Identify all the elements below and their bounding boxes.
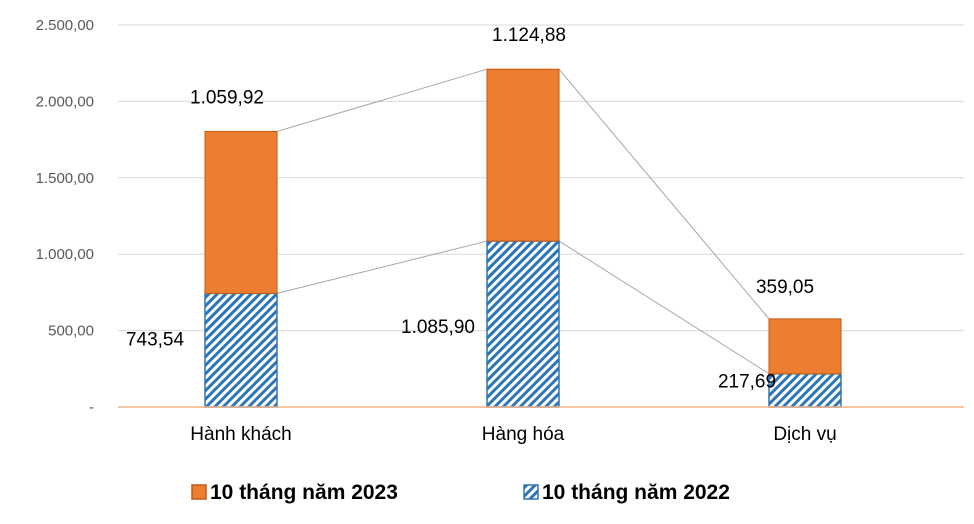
y-tick-label: 1.000,00	[36, 246, 94, 263]
series-line-2023	[558, 68, 770, 320]
legend-item-2023-swatch	[191, 484, 207, 500]
data-label-2023: 1.124,88	[492, 25, 566, 46]
data-label-2022: 743,54	[126, 329, 185, 350]
bar-2022	[768, 372, 842, 408]
legend-item-2022-swatch	[523, 484, 539, 500]
bars	[204, 68, 842, 408]
x-category-label: Hàng hóa	[482, 424, 565, 445]
x-axis-categories: Hành khách Hàng hóa Dịch vụ	[190, 424, 836, 445]
legend-item-2023-label: 10 tháng năm 2023	[210, 481, 398, 504]
data-label-2022: 217,69	[718, 372, 776, 393]
y-tick-label: -	[89, 399, 94, 416]
legend-item-2022-label: 10 tháng năm 2022	[542, 481, 730, 504]
bar-2022	[204, 292, 278, 408]
data-label-2022: 1.085,90	[401, 317, 475, 338]
y-tick-label: 2.000,00	[36, 93, 94, 110]
data-label-2023: 1.059,92	[190, 87, 264, 108]
y-axis-ticks: - 500,00 1.000,00 1.500,00 2.000,00 2.500,00	[36, 17, 94, 416]
x-category-label: Dịch vụ	[773, 424, 836, 445]
bar-2023	[204, 130, 278, 294]
data-label-2023: 359,05	[756, 277, 814, 298]
bar-2022	[486, 240, 560, 408]
series-line-2022	[276, 240, 488, 294]
legend: 10 tháng năm 2023 10 tháng năm 2022	[191, 481, 730, 504]
series-lines	[276, 68, 770, 375]
data-labels: 1.059,92 743,54 1.124,88 1.085,90 359,05 217,…	[126, 25, 814, 393]
bar-2023	[486, 68, 560, 242]
x-category-label: Hành khách	[190, 424, 291, 445]
series-line-2023	[276, 68, 488, 132]
series-line-2022	[558, 240, 770, 375]
y-tick-label: 1.500,00	[36, 170, 94, 187]
y-tick-label: 2.500,00	[36, 17, 94, 34]
bar-2023	[768, 318, 842, 375]
y-tick-label: 500,00	[48, 323, 94, 340]
